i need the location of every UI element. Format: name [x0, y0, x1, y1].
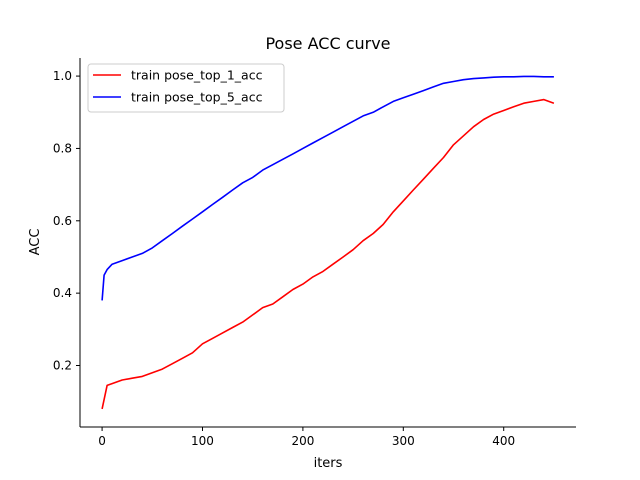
- x-tick-label: 400: [492, 434, 515, 448]
- y-tick-label: 1.0: [53, 69, 72, 83]
- x-tick-label: 200: [291, 434, 314, 448]
- y-axis-label: ACC: [28, 229, 43, 256]
- legend-label-top5: train pose_top_5_acc: [131, 90, 263, 105]
- legend-box: [87, 63, 285, 113]
- y-tick-label: 0.6: [53, 214, 72, 228]
- x-axis-label: iters: [314, 456, 343, 471]
- series-line-top5: [101, 75, 554, 301]
- y-tick-label: 0.2: [53, 359, 72, 373]
- x-ticks: 0 100 200 300 400: [98, 427, 515, 448]
- x-tick-label: 300: [392, 434, 415, 448]
- legend-label-top1: train pose_top_1_acc: [131, 68, 263, 83]
- plot-area: [101, 75, 555, 410]
- x-tick-label: 100: [191, 434, 214, 448]
- series-line-top1: [101, 98, 555, 410]
- y-tick-label: 0.4: [53, 286, 72, 300]
- y-tick-label: 0.8: [53, 141, 72, 155]
- chart-title: Pose ACC curve: [265, 34, 390, 53]
- y-ticks: 0.2 0.4 0.6 0.8 1.0: [53, 69, 80, 373]
- x-tick-label: 0: [98, 434, 106, 448]
- legend: train pose_top_1_acc train pose_top_5_ac…: [87, 63, 285, 113]
